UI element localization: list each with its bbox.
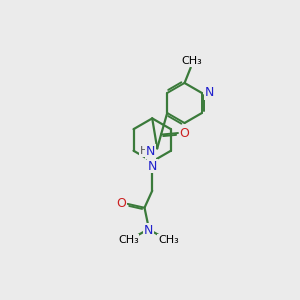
Text: CH₃: CH₃	[181, 56, 202, 66]
Text: N: N	[146, 145, 155, 158]
Text: CH₃: CH₃	[158, 235, 179, 245]
Text: N: N	[148, 160, 157, 172]
Text: N: N	[144, 224, 153, 236]
Text: N: N	[205, 86, 214, 100]
Text: CH₃: CH₃	[118, 235, 139, 245]
Text: H: H	[140, 146, 148, 157]
Text: O: O	[179, 127, 189, 140]
Text: O: O	[116, 196, 126, 210]
